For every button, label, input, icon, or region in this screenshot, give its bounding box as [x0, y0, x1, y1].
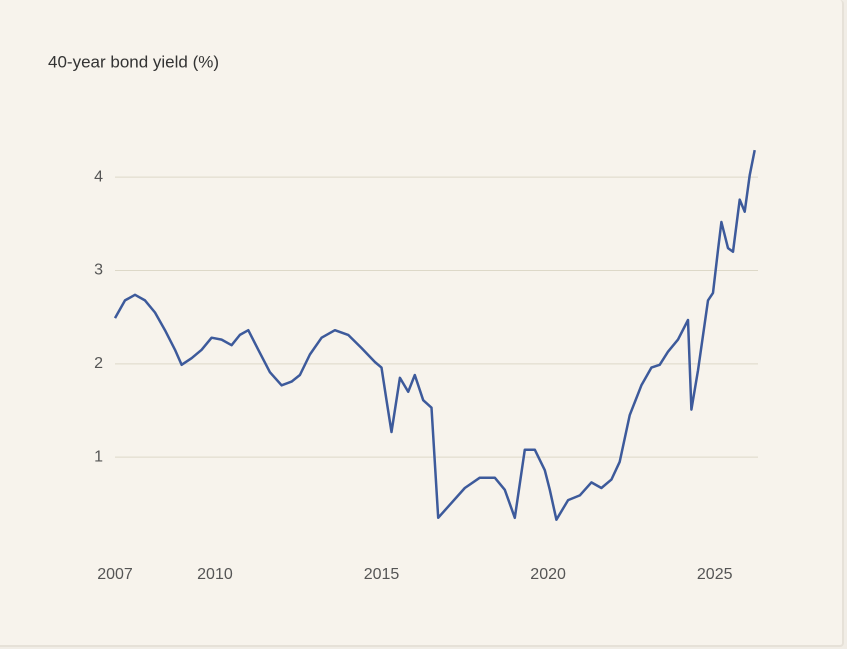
- x-tick-label: 2025: [697, 566, 733, 583]
- y-tick-label: 3: [94, 262, 103, 279]
- data-line: [113, 149, 756, 521]
- x-tick-label: 2020: [530, 566, 566, 583]
- x-tick-label: 2015: [364, 566, 400, 583]
- y-tick-label: 4: [94, 168, 103, 185]
- y-tick-label: 1: [94, 448, 103, 465]
- x-tick-label: 2007: [97, 566, 133, 583]
- x-tick-label: 2010: [197, 566, 233, 583]
- chart-title: 40-year bond yield (%): [48, 52, 219, 71]
- y-tick-label: 2: [94, 355, 103, 372]
